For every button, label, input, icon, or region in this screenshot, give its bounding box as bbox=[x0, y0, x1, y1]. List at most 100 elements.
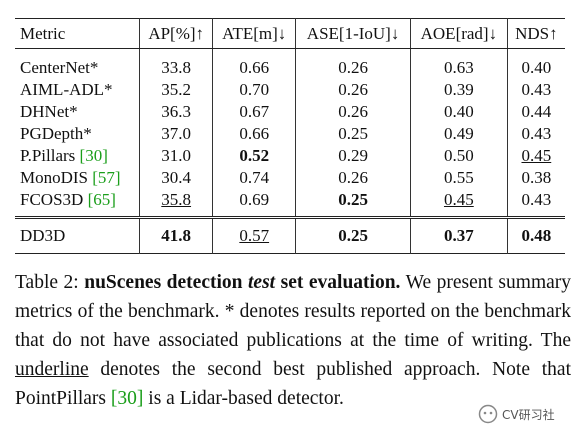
header-cell: Metric bbox=[15, 18, 141, 49]
cell: 0.26 bbox=[295, 101, 412, 123]
caption-segment: denotes the second best published approa… bbox=[15, 359, 571, 409]
cell: 0.52 bbox=[212, 145, 297, 167]
cell-text: 0.26 bbox=[338, 168, 368, 187]
cell: 0.55 bbox=[410, 167, 508, 189]
header-cell: ATE[m]↓ bbox=[212, 18, 297, 49]
citation: [30] bbox=[79, 146, 108, 165]
cell-text: 0.50 bbox=[443, 146, 474, 165]
cell-text: 30.4 bbox=[161, 168, 192, 187]
cell-text: 31.0 bbox=[161, 146, 192, 165]
header-cell: NDS↑ bbox=[507, 18, 565, 49]
data-row: MonoDIS [57] 30.4 0.74 0.26 0.55 0.38 bbox=[15, 167, 565, 189]
header-text: NDS↑ bbox=[515, 23, 558, 43]
watermark-text: CV研习社 bbox=[502, 407, 555, 422]
cell-text: 36.3 bbox=[161, 102, 192, 121]
cell: 0.29 bbox=[295, 145, 412, 167]
cell: 0.74 bbox=[212, 167, 297, 189]
cell-text: DD3D bbox=[20, 226, 66, 245]
cell-text: 41.8 bbox=[161, 226, 192, 245]
cell: 0.38 bbox=[507, 167, 565, 189]
data-row: FCOS3D [65] 35.8 0.69 0.25 0.45 0.43 bbox=[15, 189, 565, 218]
caption-segment: We present summary metrics of the benchm… bbox=[15, 272, 572, 351]
cell: 0.48 bbox=[507, 216, 565, 254]
caption-segment: test bbox=[248, 272, 276, 293]
data-row: CenterNet* 33.8 0.66 0.26 0.63 0.40 bbox=[15, 48, 565, 80]
cell: 41.8 bbox=[139, 216, 214, 254]
header-text: AOE[rad]↓ bbox=[420, 23, 498, 43]
cell-text: 0.40 bbox=[443, 102, 474, 121]
cell-text: 0.63 bbox=[443, 58, 474, 77]
cell: 0.25 bbox=[295, 216, 412, 254]
caption-segment: set evaluation. bbox=[275, 272, 401, 293]
cell: 0.39 bbox=[410, 79, 508, 101]
header-cell: AP[%]↑ bbox=[139, 18, 214, 49]
cell-text: 0.67 bbox=[239, 102, 270, 121]
cell-text: 0.25 bbox=[338, 190, 368, 209]
citation: [57] bbox=[92, 168, 121, 187]
header-text: AP[%]↑ bbox=[148, 23, 205, 43]
cell: 0.67 bbox=[212, 101, 297, 123]
cell-text: 0.26 bbox=[338, 102, 368, 121]
header-cell: AOE[rad]↓ bbox=[410, 18, 508, 49]
cell: 33.8 bbox=[139, 48, 214, 79]
cell-text: 0.38 bbox=[521, 168, 552, 187]
results-table: Metric AP[%]↑ ATE[m]↓ ASE[1-IoU]↓ AOE[rad]↓ N… bbox=[15, 18, 565, 254]
cell-text: 0.43 bbox=[521, 80, 552, 99]
header-text: ASE[1-IoU]↓ bbox=[306, 23, 400, 43]
cell: PGDepth* bbox=[15, 123, 141, 145]
cell-text: 0.29 bbox=[338, 146, 368, 165]
cell-text: 0.40 bbox=[521, 58, 552, 77]
cell: P.Pillars [30] bbox=[15, 145, 141, 167]
cell-text: 0.43 bbox=[521, 190, 552, 209]
cell: 0.70 bbox=[212, 79, 297, 101]
cell-text: 0.25 bbox=[338, 124, 368, 143]
citation: [65] bbox=[87, 190, 116, 209]
cell-text: 0.45 bbox=[443, 190, 474, 209]
cell: 0.26 bbox=[295, 167, 412, 189]
cell-text: 37.0 bbox=[161, 124, 192, 143]
cell: 0.43 bbox=[507, 123, 565, 145]
cell-text: AIML-ADL* bbox=[20, 80, 113, 99]
cell: FCOS3D [65] bbox=[15, 189, 141, 218]
cell: 0.45 bbox=[507, 145, 565, 167]
cell: 0.25 bbox=[295, 123, 412, 145]
cell-text: 0.74 bbox=[239, 168, 270, 187]
cell: 30.4 bbox=[139, 167, 214, 189]
data-row: P.Pillars [30] 31.0 0.52 0.29 0.50 0.45 bbox=[15, 145, 565, 167]
data-row: DHNet* 36.3 0.67 0.26 0.40 0.44 bbox=[15, 101, 565, 123]
cell: CenterNet* bbox=[15, 48, 141, 79]
cell-text: P.Pillars bbox=[20, 146, 76, 165]
cell-text: 0.26 bbox=[338, 58, 368, 77]
header-text: Metric bbox=[20, 23, 66, 43]
caption-segment: nuScenes detection bbox=[84, 272, 249, 293]
cell-text: 0.52 bbox=[239, 146, 270, 165]
summary-row: DD3D 41.8 0.57 0.25 0.37 0.48 bbox=[15, 216, 565, 254]
cell-text: 0.55 bbox=[443, 168, 474, 187]
cell: 0.66 bbox=[212, 48, 297, 79]
cell: 0.40 bbox=[410, 101, 508, 123]
cell: 0.69 bbox=[212, 189, 297, 218]
caption-segment: is a Lidar-based detector. bbox=[143, 388, 344, 409]
cell: 0.66 bbox=[212, 123, 297, 145]
cell-text: 0.69 bbox=[239, 190, 270, 209]
caption-segment: [30] bbox=[110, 388, 144, 409]
cell-text: 0.49 bbox=[443, 124, 474, 143]
cell-text: 0.37 bbox=[443, 226, 474, 245]
cell-text: 0.25 bbox=[338, 226, 368, 245]
cell: 37.0 bbox=[139, 123, 214, 145]
cell-text: PGDepth* bbox=[20, 124, 92, 143]
header-cell: ASE[1-IoU]↓ bbox=[295, 18, 412, 49]
cell: 0.40 bbox=[507, 49, 565, 80]
cell-text: 0.45 bbox=[521, 146, 552, 165]
cell: 36.3 bbox=[139, 101, 214, 123]
cell-text: 33.8 bbox=[161, 58, 192, 77]
data-row: PGDepth* 37.0 0.66 0.25 0.49 0.43 bbox=[15, 123, 565, 145]
cell: 0.43 bbox=[507, 189, 565, 218]
cell: 0.26 bbox=[295, 48, 412, 79]
cell: DD3D bbox=[15, 216, 141, 254]
cell-text: 0.39 bbox=[443, 80, 474, 99]
cell-text: 0.44 bbox=[521, 102, 552, 121]
cell: DHNet* bbox=[15, 101, 141, 123]
cell: 0.63 bbox=[410, 48, 508, 79]
cell-text: 0.57 bbox=[239, 226, 270, 245]
